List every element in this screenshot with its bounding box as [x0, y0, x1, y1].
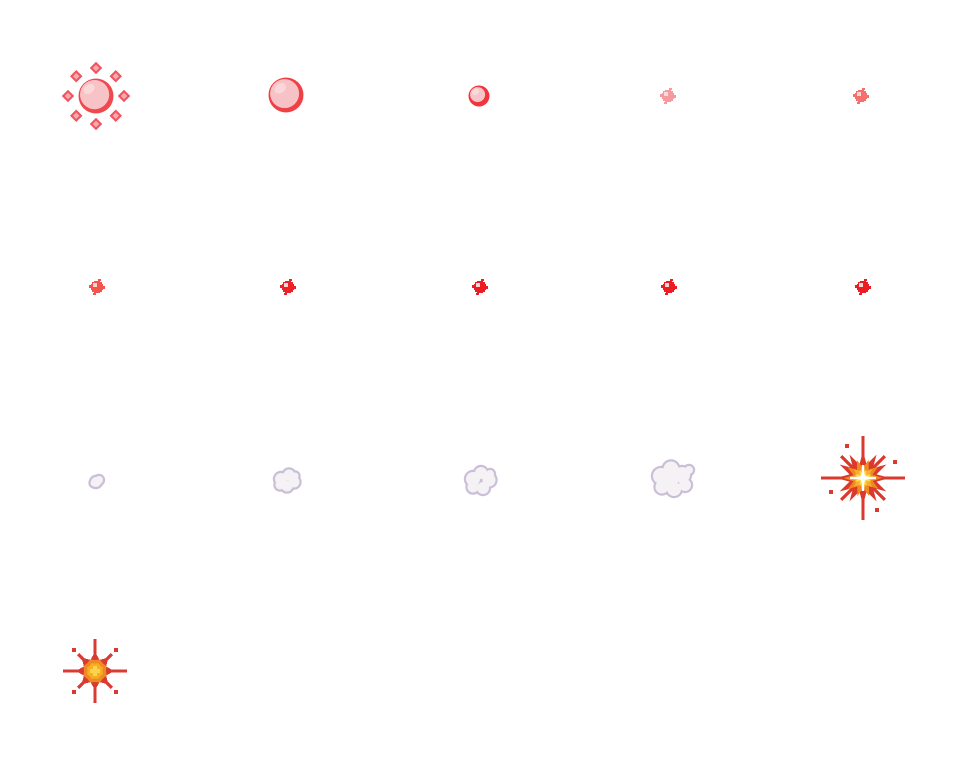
explosion-flash: [813, 428, 913, 528]
bubble-small: [851, 86, 871, 106]
red-dot-frame-4: [659, 277, 679, 297]
bubble-medium: [449, 66, 509, 126]
explosion-star: [55, 631, 135, 711]
red-dot-frame-5: [853, 277, 873, 297]
bubble-small-fading: [658, 86, 678, 106]
red-dot-frame-3: [470, 277, 490, 297]
bubble-pop-ring: [36, 36, 156, 156]
smoke-puff-medium: [243, 436, 333, 526]
red-dot-frame-2: [278, 277, 298, 297]
red-dot-frame-1: [87, 277, 107, 297]
smoke-puff-large: [436, 435, 526, 525]
bubble-large: [256, 65, 316, 125]
smoke-puff-xlarge: [627, 433, 717, 523]
smoke-puff-small: [52, 437, 142, 527]
